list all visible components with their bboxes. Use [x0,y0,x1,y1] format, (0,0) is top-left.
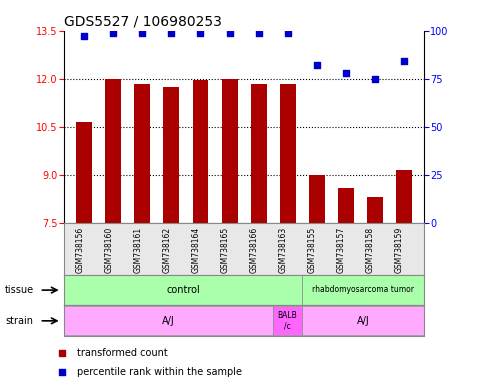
Bar [280,84,295,223]
Bar [250,84,267,223]
Text: A/J: A/J [162,316,175,326]
Point [139,30,146,36]
Text: BALB
/c: BALB /c [278,311,297,330]
Point [381,288,388,294]
Text: transformed count: transformed count [77,348,168,358]
Point [226,30,234,36]
Point [342,70,350,76]
Text: GSM738155: GSM738155 [308,227,317,273]
Point [254,30,262,36]
Text: GSM738164: GSM738164 [191,227,201,273]
Bar [76,122,92,223]
Bar [64,275,302,305]
Point [313,62,320,68]
Bar [396,170,412,223]
Text: GSM738159: GSM738159 [395,227,404,273]
Text: A/J: A/J [356,316,369,326]
Text: GSM738157: GSM738157 [337,227,346,273]
Point [80,33,88,40]
Bar [193,80,209,223]
Text: GSM738165: GSM738165 [220,227,230,273]
Text: strain: strain [5,316,33,326]
Text: GSM738163: GSM738163 [279,227,287,273]
Point [109,30,117,36]
Point [381,106,388,113]
Text: GSM738156: GSM738156 [75,227,84,273]
Text: GSM738161: GSM738161 [134,227,142,273]
Point [168,30,176,36]
Point [283,30,291,36]
Text: tissue: tissue [5,285,34,295]
Text: GSM738162: GSM738162 [163,227,172,273]
Point [400,58,408,65]
Bar [302,275,424,305]
Bar [273,306,302,335]
Bar [164,87,179,223]
Text: GSM738158: GSM738158 [366,227,375,273]
Bar [135,84,150,223]
Bar [106,79,121,223]
Bar [302,306,424,335]
Bar [221,79,238,223]
Text: rhabdomyosarcoma tumor: rhabdomyosarcoma tumor [312,285,414,295]
Point [371,76,379,82]
Text: percentile rank within the sample: percentile rank within the sample [77,367,243,377]
Bar [367,197,383,223]
Bar [338,187,353,223]
Text: GSM738160: GSM738160 [105,227,113,273]
Text: GSM738166: GSM738166 [249,227,258,273]
Point [197,30,205,36]
Text: control: control [166,285,200,295]
Text: GDS5527 / 106980253: GDS5527 / 106980253 [64,14,222,28]
Bar [64,306,273,335]
Bar [309,175,324,223]
